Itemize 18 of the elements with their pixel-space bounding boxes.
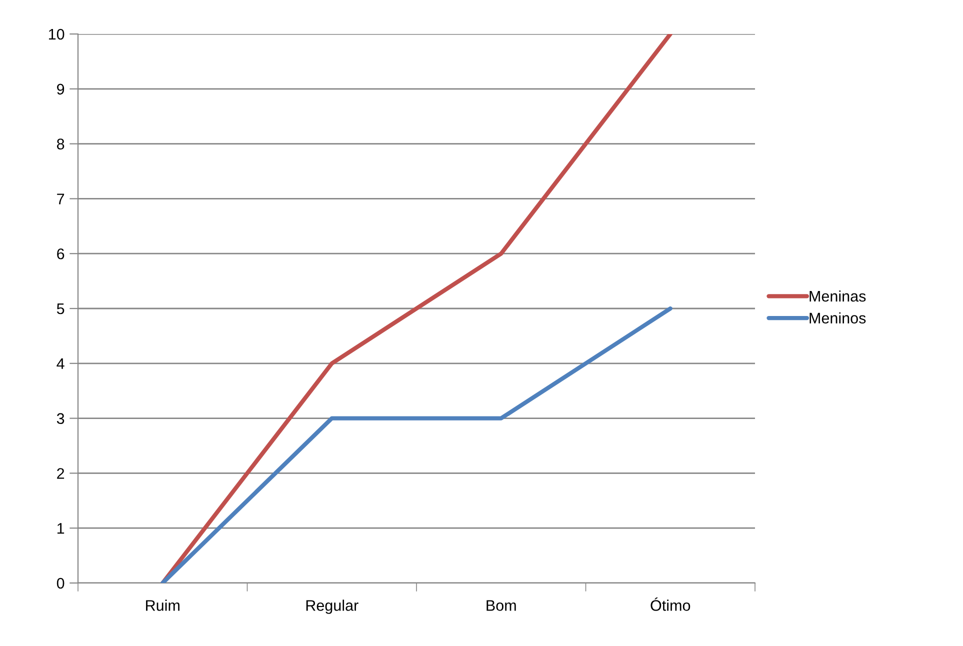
y-tick-label: 5 [56,304,64,314]
y-tick-label: 7 [57,194,64,204]
legend-label: Meninos [810,312,866,324]
y-tick-label: 6 [57,248,64,260]
y-tick-label: 10 [48,28,64,40]
line-series [160,34,672,583]
y-tick-label: 0 [56,578,64,589]
x-tick-label: Ruim [146,600,180,611]
y-tick-label: 9 [57,84,64,95]
y-tick-label: 4 [56,358,64,369]
legend-label: Meninas [810,290,866,302]
y-tick-label: 8 [56,138,64,150]
x-tick-label: Regular [306,600,358,614]
y-tick-label: 2 [57,468,64,479]
y-tick-label: 1 [57,523,64,534]
x-tick-label: Bom [486,600,516,611]
x-tick-label: Ótimo [650,597,690,611]
y-tick-label: 3 [56,413,64,424]
